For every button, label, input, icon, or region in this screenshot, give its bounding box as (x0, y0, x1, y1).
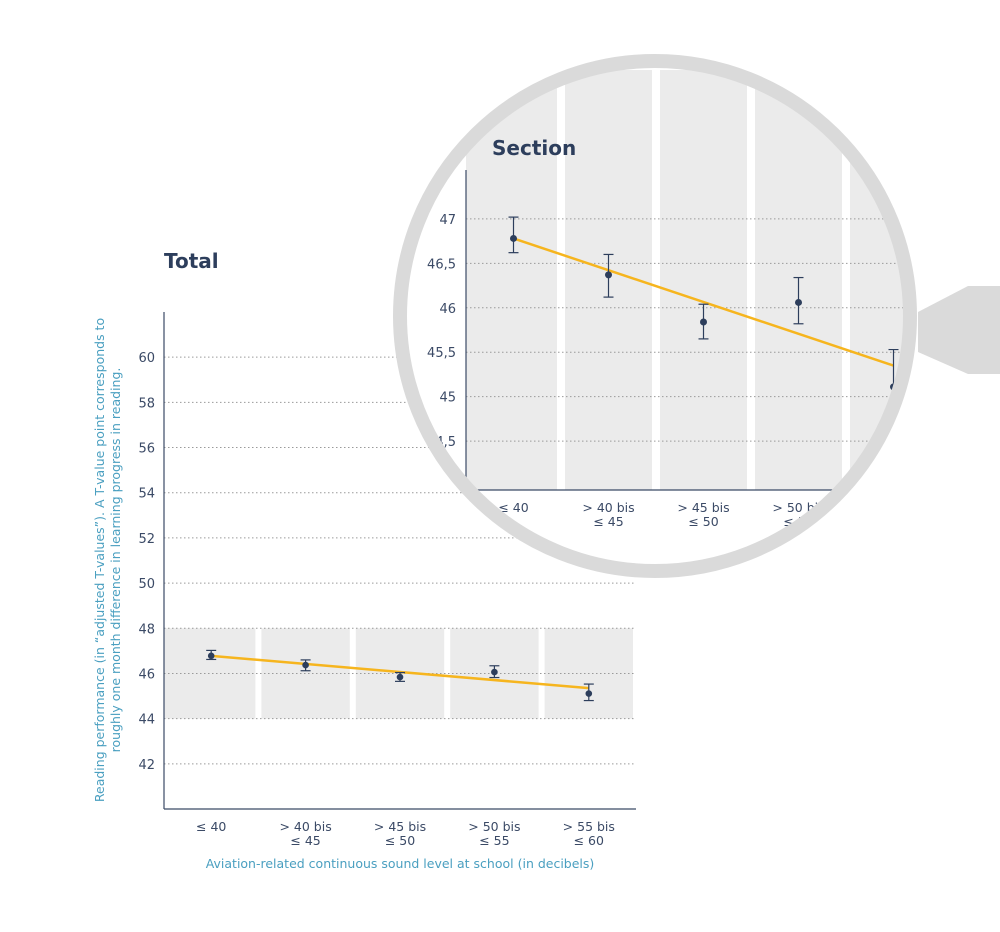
main-data-points (206, 649, 594, 702)
main-band (164, 628, 256, 719)
main-data-point (206, 649, 217, 661)
main-category-label-line: > 55 bis (563, 819, 615, 834)
lens-y-tick-label: 46,5 (427, 257, 456, 272)
lens-band (850, 70, 906, 490)
main-point-marker (396, 673, 404, 681)
lens-point-marker (605, 271, 612, 279)
lens-category-label: > 45 bis ≤ 50 (677, 500, 729, 529)
lens-y-tick-label: 45 (439, 391, 456, 406)
lens-y-tick-label: 46 (439, 302, 456, 317)
main-category-label-line: ≤ 50 (385, 833, 415, 848)
x-axis-label: Aviation-related continuous sound level … (206, 856, 595, 871)
y-axis-label-line2: roughly one month difference in learning… (108, 368, 123, 753)
lens-band (660, 70, 747, 490)
main-category-label: > 50 bis ≤ 55 (468, 819, 520, 848)
lens-trend-line (513, 237, 894, 367)
main-category-label: > 45 bis ≤ 50 (374, 819, 426, 848)
lens-data-point (603, 253, 614, 298)
main-y-tick-label: 42 (138, 758, 155, 773)
lens-category-label: ≤ 40 (498, 500, 528, 515)
lens-category-label-line: ≤ 50 (688, 514, 718, 529)
main-category-label: > 40 bis ≤ 45 (279, 819, 331, 848)
lens-gridlines (466, 218, 906, 442)
main-y-tick-label: 60 (138, 351, 155, 366)
lens-category-label-line: ≤ 40 (498, 500, 528, 515)
main-data-point (395, 671, 405, 682)
main-y-tick-labels: 42 44 46 48 50 52 54 56 58 60 (138, 351, 155, 773)
main-category-labels: ≤ 40 > 40 bis ≤ 45 > 45 bis ≤ 50 > 50 bis ≤ 55… (196, 819, 615, 848)
main-point-marker (491, 668, 498, 676)
main-y-tick-label: 46 (138, 667, 155, 682)
main-highlight-bands (164, 628, 633, 719)
main-category-label-line: ≤ 40 (196, 819, 226, 834)
lens-point-marker (795, 298, 802, 306)
main-point-marker (302, 661, 309, 669)
lens-y-tick-label: 45,5 (427, 346, 456, 361)
main-category-label-line: > 50 bis (468, 819, 520, 834)
main-y-tick-label: 52 (138, 532, 155, 547)
lens-category-label: > 40 bis ≤ 45 (582, 500, 634, 529)
main-point-marker (207, 652, 215, 660)
lens-category-label-line: > 45 bis (677, 500, 729, 515)
main-category-label: > 55 bis ≤ 60 (563, 819, 615, 848)
lens-data-point (698, 303, 709, 340)
main-category-label-line: > 40 bis (279, 819, 331, 834)
main-y-tick-label: 56 (138, 442, 155, 457)
y-axis-label: Reading performance (in “adjusted T-valu… (92, 318, 123, 802)
lens-band (466, 70, 557, 490)
main-data-point (489, 665, 500, 679)
lens-category-bands (466, 70, 906, 490)
lens-category-label-line: ≤ 45 (593, 514, 623, 529)
main-y-tick-label: 50 (138, 577, 155, 592)
total-title: Total (164, 249, 219, 273)
lens-point-marker (700, 318, 707, 326)
lens-data-point (508, 216, 519, 254)
lens-y-tick-label: 47 (439, 213, 456, 228)
main-category-label-line: ≤ 45 (290, 833, 320, 848)
main-y-tick-label: 58 (138, 396, 155, 411)
y-axis-label-line1: Reading performance (in “adjusted T-valu… (92, 318, 107, 802)
main-data-point (583, 683, 594, 702)
main-y-tick-label: 44 (138, 713, 155, 728)
lens-data-points (508, 216, 899, 416)
main-y-tick-label: 54 (138, 487, 155, 502)
lens-category-label-line: > 40 bis (582, 500, 634, 515)
magnifier-ring (393, 54, 917, 578)
main-y-tick-label: 48 (138, 622, 155, 637)
main-category-label-line: ≤ 60 (574, 833, 604, 848)
lens-point-marker (510, 234, 517, 242)
main-data-point (300, 659, 311, 672)
main-category-label: ≤ 40 (196, 819, 226, 834)
main-point-marker (585, 690, 593, 697)
lens-data-point (793, 276, 804, 325)
main-category-label-line: ≤ 55 (479, 833, 509, 848)
main-category-label-line: > 45 bis (374, 819, 426, 834)
section-title: Section (492, 136, 576, 160)
magnifier-handle (918, 286, 1000, 374)
